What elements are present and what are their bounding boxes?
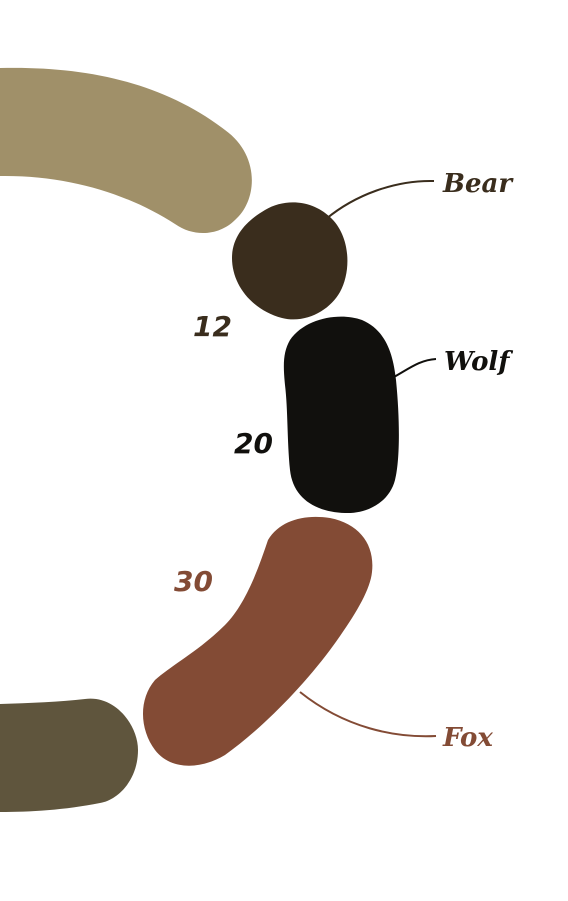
- label-wolf: Wolf: [444, 347, 513, 377]
- value-label-wolf: 20: [234, 427, 273, 460]
- arc-dark-olive: [0, 698, 138, 812]
- segment-bear: [232, 202, 348, 320]
- label-bear: Bear: [442, 169, 514, 199]
- leader-line-wolf: [393, 358, 437, 378]
- leader-line-bear: [325, 179, 435, 220]
- arc-olive: [0, 67, 252, 234]
- segment-fox: [142, 516, 373, 766]
- label-fox: Fox: [442, 723, 493, 753]
- segment-wolf: [283, 316, 399, 514]
- value-label-fox: 30: [174, 565, 213, 598]
- leader-line-fox: [299, 691, 437, 738]
- value-label-bear: 12: [193, 310, 232, 343]
